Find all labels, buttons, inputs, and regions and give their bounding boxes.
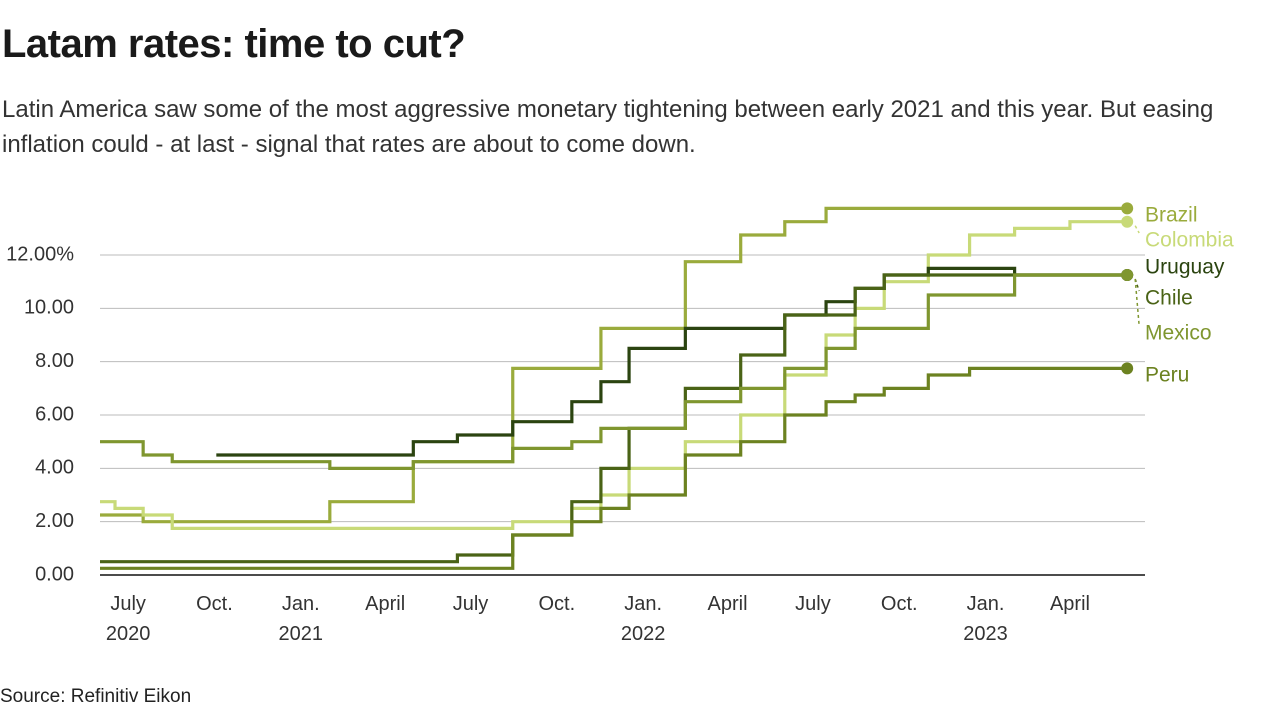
y-tick-label: 12.00% <box>6 243 74 265</box>
x-tick-label: July 2020 <box>105 593 151 645</box>
y-tick-label: 10.00 <box>24 297 74 319</box>
x-tick-label: July <box>452 593 489 615</box>
series-line <box>100 206 1128 524</box>
series-line <box>100 273 1128 564</box>
end-dot <box>1121 215 1134 228</box>
end-dot <box>1121 202 1134 215</box>
series-label: Chile <box>1145 287 1193 310</box>
series-line <box>100 220 1128 530</box>
series-line <box>100 366 1128 570</box>
label-connector <box>1134 225 1140 234</box>
y-tick-label: 0.00 <box>35 563 74 585</box>
series-label: Uruguay <box>1145 256 1225 279</box>
x-tick-label: Oct. <box>538 593 576 615</box>
end-dot <box>1121 269 1134 282</box>
label-connector <box>1134 278 1140 327</box>
x-tick-label: April <box>707 593 748 615</box>
y-tick-label: 2.00 <box>35 510 74 532</box>
x-tick-label: April <box>1049 593 1090 615</box>
y-tick-label: 8.00 <box>35 350 74 372</box>
x-tick-label: April <box>365 593 406 615</box>
y-tick-label: 6.00 <box>35 403 74 425</box>
chart-subtitle: Latin America saw some of the most aggre… <box>2 96 1214 158</box>
series-label: Colombia <box>1145 229 1234 252</box>
x-tick-label: Jan. 2023 <box>963 593 1008 645</box>
x-tick-label: Oct. <box>196 593 233 615</box>
y-tick-label: 4.00 <box>35 457 74 479</box>
x-tick-label: Jan. 2021 <box>278 593 323 645</box>
x-tick-label: Jan. 2022 <box>620 593 666 645</box>
series-label: Brazil <box>1145 204 1198 227</box>
series-label: Peru <box>1145 364 1189 387</box>
end-dot <box>1121 362 1134 375</box>
series-line <box>100 273 1128 470</box>
x-tick-label: July <box>795 593 831 615</box>
series-label: Mexico <box>1145 322 1212 345</box>
x-tick-label: Oct. <box>880 593 918 615</box>
chart-title: Latam rates: time to cut? <box>2 22 466 66</box>
source: Source: Refinitiv Eikon <box>0 686 192 707</box>
